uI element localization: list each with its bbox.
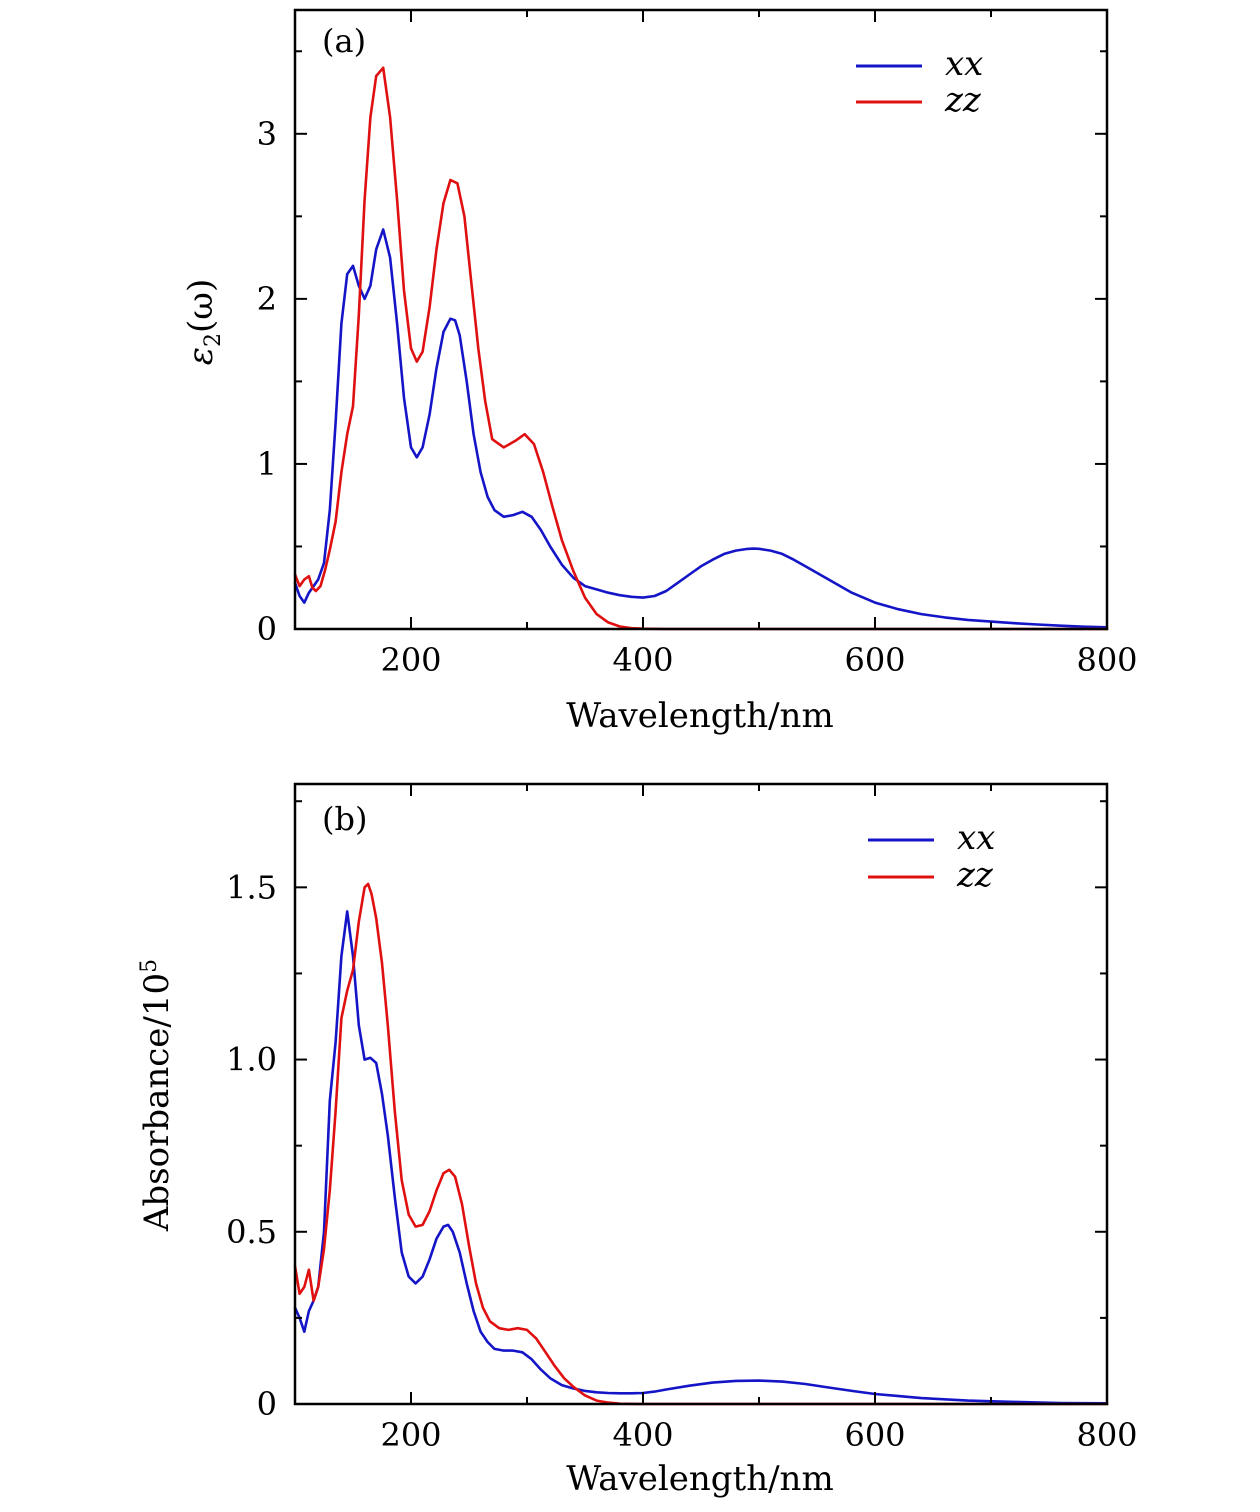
panel-a-y-ticks: 0 1 2 3 (257, 50, 1107, 648)
panel-a-legend-label-xx: xx (945, 44, 983, 84)
panel-b-y-axis-title-main: Absorbance/10 (137, 973, 177, 1232)
panel-a-label: (a) (322, 22, 366, 60)
panel-a-legend-label-zz: zz (944, 80, 982, 120)
panel-b-y-tick-label-1.0: 1.0 (226, 1041, 277, 1079)
panel-b-x-tick-label-400: 400 (612, 1416, 673, 1454)
panel-a-y-axis-title-tail: (ω) (181, 279, 221, 333)
panel-a-plot-frame (293, 8, 1109, 631)
panel-b-y-axis-title-sup: 5 (137, 959, 162, 973)
panel-b-label: (b) (322, 800, 367, 838)
panel-a-y-tick-label-2: 2 (257, 280, 277, 318)
panel-a-series-zz (293, 66, 1109, 631)
panel-a-y-axis-title-main: ε (181, 347, 221, 365)
panel-b-series-xx (293, 910, 1109, 1405)
panel-b-legend-label-xx: xx (957, 818, 995, 858)
panel-b-x-ticks: 200 400 600 800 (294, 784, 1138, 1454)
panel-a-x-ticks: 200 400 600 800 (294, 10, 1138, 679)
panel-a-legend: xx zz (856, 44, 983, 120)
panel-b-x-tick-label-800: 800 (1076, 1416, 1137, 1454)
panel-a-y-tick-label-1: 1 (257, 445, 277, 483)
panel-b-y-axis-title: Absorbance/105 (137, 959, 177, 1232)
panel-a-x-axis-title: Wavelength/nm (566, 696, 833, 736)
panel-b-series (293, 882, 1109, 1406)
panel-a-x-tick-label-600: 600 (844, 641, 905, 679)
panel-a-series-xx (293, 228, 1109, 629)
panel-b-x-tick-label-200: 200 (380, 1416, 441, 1454)
panel-a-y-axis-title: ε2(ω) (181, 279, 226, 366)
panel-a-x-tick-label-400: 400 (612, 641, 673, 679)
panel-b-x-tick-label-600: 600 (844, 1416, 905, 1454)
panel-a-x-tick-label-200: 200 (380, 641, 441, 679)
panel-b-series-zz (293, 882, 1109, 1406)
panel-b-y-tick-label-0.5: 0.5 (226, 1213, 277, 1251)
panel-a-y-tick-label-0: 0 (257, 610, 277, 648)
panel-b-y-tick-label-0: 0 (257, 1385, 277, 1423)
panel-a-y-tick-label-3: 3 (257, 115, 277, 153)
panel-a-x-tick-label-800: 800 (1076, 641, 1137, 679)
panel-b-plot-frame (293, 782, 1109, 1406)
panel-a-y-axis-title-sub: 2 (201, 333, 226, 347)
panel-b-legend-label-zz: zz (956, 855, 994, 895)
panel-b-y-ticks: 0 0.5 1.0 1.5 (226, 800, 1107, 1423)
panel-b-y-tick-label-1.5: 1.5 (226, 868, 277, 906)
panel-b: 200 400 600 800 0 0.5 1.0 1.5 (b) Wavelength/n… (137, 782, 1138, 1499)
panel-b-x-axis-title: Wavelength/nm (566, 1459, 833, 1499)
panel-b-legend: xx zz (868, 818, 995, 895)
panel-a-series (293, 66, 1109, 631)
